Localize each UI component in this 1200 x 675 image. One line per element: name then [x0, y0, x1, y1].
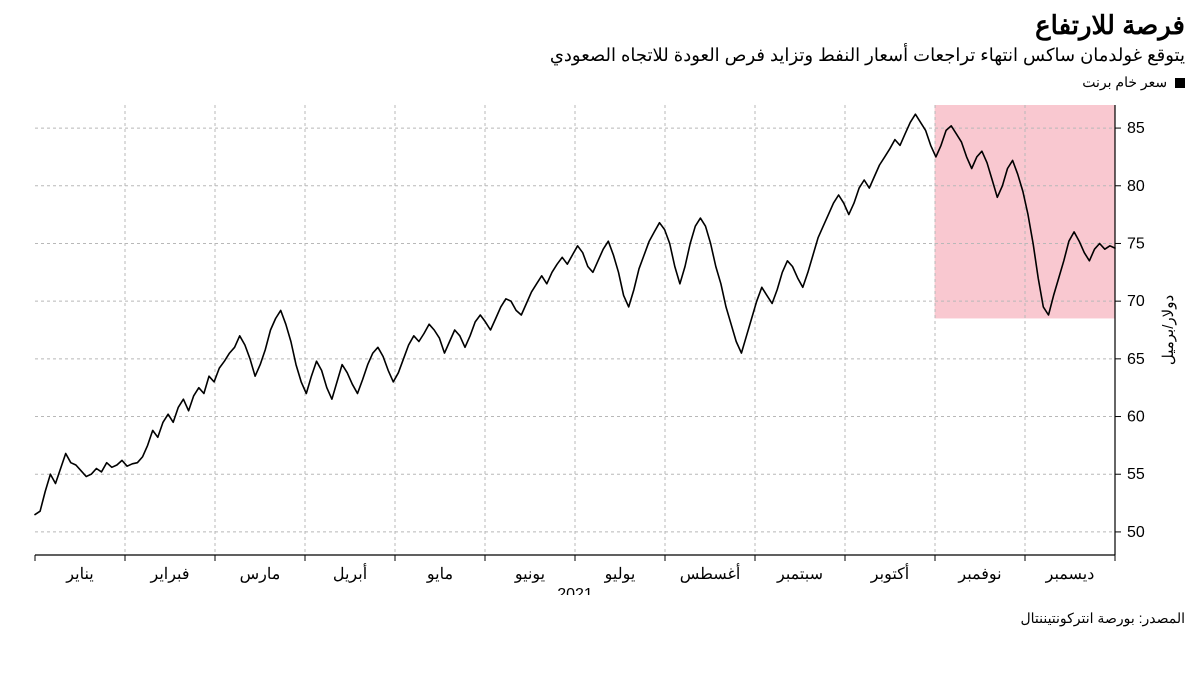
- y-axis-label: دولار/برميل: [1160, 295, 1177, 365]
- x-month-label: أكتوبر: [870, 563, 909, 583]
- x-month-label: يوليو: [604, 566, 636, 583]
- x-year-label: 2021: [557, 586, 593, 595]
- chart-title: فرصة للارتفاع: [15, 10, 1185, 41]
- y-tick-label: 50: [1127, 524, 1145, 541]
- x-month-label: يناير: [65, 566, 93, 583]
- y-tick-label: 70: [1127, 293, 1145, 310]
- chart-source: المصدر: بورصة انتركونتيننتال: [15, 610, 1185, 627]
- x-month-label: مارس: [240, 566, 281, 583]
- line-chart-svg: 50 55 60 65 70 75 80 85 يناير فبراير مارس أبريل مايو…: [15, 95, 1185, 595]
- x-month-label: سبتمبر: [776, 566, 823, 583]
- legend-swatch-icon: [1175, 78, 1185, 88]
- chart-area: 50 55 60 65 70 75 80 85 يناير فبراير مارس أبريل مايو…: [15, 95, 1185, 600]
- x-month-label: أغسطس: [680, 563, 741, 583]
- x-month-label: أبريل: [333, 563, 367, 583]
- y-tick-label: 60: [1127, 409, 1145, 426]
- y-tick-label: 80: [1127, 178, 1145, 195]
- x-month-label: يونيو: [514, 566, 545, 583]
- chart-legend: سعر خام برنت: [15, 74, 1185, 91]
- y-tick-label: 85: [1127, 120, 1145, 137]
- x-month-label: فبراير: [149, 566, 189, 583]
- y-tick-label: 75: [1127, 235, 1145, 252]
- x-month-label: مايو: [426, 566, 453, 583]
- y-tick-label: 65: [1127, 351, 1145, 368]
- legend-label: سعر خام برنت: [1082, 74, 1167, 90]
- y-tick-label: 55: [1127, 466, 1145, 483]
- x-month-label: ديسمبر: [1045, 566, 1095, 583]
- chart-subtitle: يتوقع غولدمان ساكس انتهاء تراجعات أسعار …: [15, 45, 1185, 66]
- x-month-label: نوفمبر: [957, 566, 1001, 583]
